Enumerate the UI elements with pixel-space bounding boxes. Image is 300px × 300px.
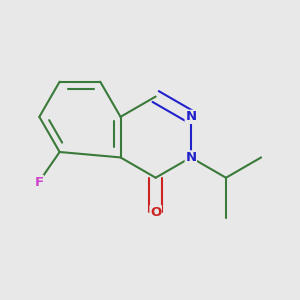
Text: F: F	[34, 176, 44, 188]
Text: O: O	[150, 206, 161, 219]
Text: N: N	[185, 151, 197, 164]
Text: N: N	[185, 110, 197, 123]
